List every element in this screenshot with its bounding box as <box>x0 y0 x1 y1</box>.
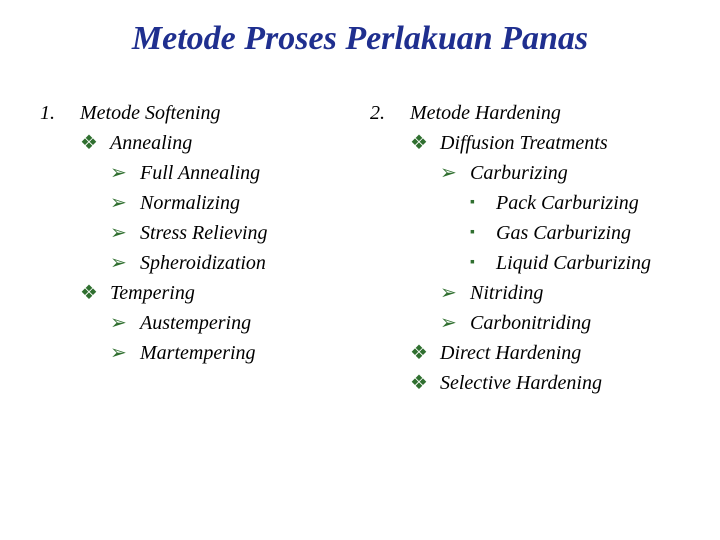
list-item: ❖ Selective Hardening <box>410 368 680 398</box>
chevron-icon: ➢ <box>440 278 470 308</box>
chevron-icon: ➢ <box>110 248 140 278</box>
chevron-icon: ➢ <box>110 218 140 248</box>
item-label: Stress Relieving <box>140 218 268 248</box>
columns-wrap: 1. Metode Softening ❖ Annealing ➢Full An… <box>40 98 680 398</box>
diamond-icon: ❖ <box>80 128 110 158</box>
diamond-icon: ❖ <box>410 128 440 158</box>
item-label: Diffusion Treatments <box>440 128 608 158</box>
diamond-icon: ❖ <box>410 338 440 368</box>
item-label: Gas Carburizing <box>496 218 631 248</box>
chevron-icon: ➢ <box>110 308 140 338</box>
item-label: Carbonitriding <box>470 308 591 338</box>
list-item: ❖ Diffusion Treatments <box>410 128 680 158</box>
list-item: ❖ Annealing <box>80 128 350 158</box>
item-label: Austempering <box>140 308 251 338</box>
section-heading: Metode Hardening <box>410 98 680 128</box>
chevron-icon: ➢ <box>110 158 140 188</box>
left-column: 1. Metode Softening ❖ Annealing ➢Full An… <box>40 98 350 398</box>
section-heading: Metode Softening <box>80 98 350 128</box>
list-item: 1. Metode Softening ❖ Annealing ➢Full An… <box>40 98 350 368</box>
item-label: Nitriding <box>470 278 543 308</box>
item-label: Normalizing <box>140 188 240 218</box>
list-item: 2. Metode Hardening ❖ Diffusion Treatmen… <box>370 98 680 398</box>
item-label: Full Annealing <box>140 158 260 188</box>
square-icon: ▪ <box>470 248 496 278</box>
chevron-icon: ➢ <box>440 158 470 188</box>
item-label: Tempering <box>110 278 195 308</box>
slide-title: Metode Proses Perlakuan Panas <box>40 20 680 58</box>
item-label: Spheroidization <box>140 248 266 278</box>
square-icon: ▪ <box>470 188 496 218</box>
item-label: Selective Hardening <box>440 368 602 398</box>
list-item: ❖ Tempering <box>80 278 350 308</box>
square-icon: ▪ <box>470 218 496 248</box>
diamond-icon: ❖ <box>80 278 110 308</box>
right-column: 2. Metode Hardening ❖ Diffusion Treatmen… <box>370 98 680 398</box>
chevron-icon: ➢ <box>440 308 470 338</box>
item-label: Martempering <box>140 338 256 368</box>
item-label: Pack Carburizing <box>496 188 639 218</box>
item-label: Direct Hardening <box>440 338 581 368</box>
item-label: Carburizing <box>470 158 568 188</box>
diamond-icon: ❖ <box>410 368 440 398</box>
item-label: Liquid Carburizing <box>496 248 651 278</box>
chevron-icon: ➢ <box>110 188 140 218</box>
list-number: 1. <box>40 98 80 368</box>
list-item: ❖ Direct Hardening <box>410 338 680 368</box>
list-number: 2. <box>370 98 410 398</box>
chevron-icon: ➢ <box>110 338 140 368</box>
item-label: Annealing <box>110 128 192 158</box>
